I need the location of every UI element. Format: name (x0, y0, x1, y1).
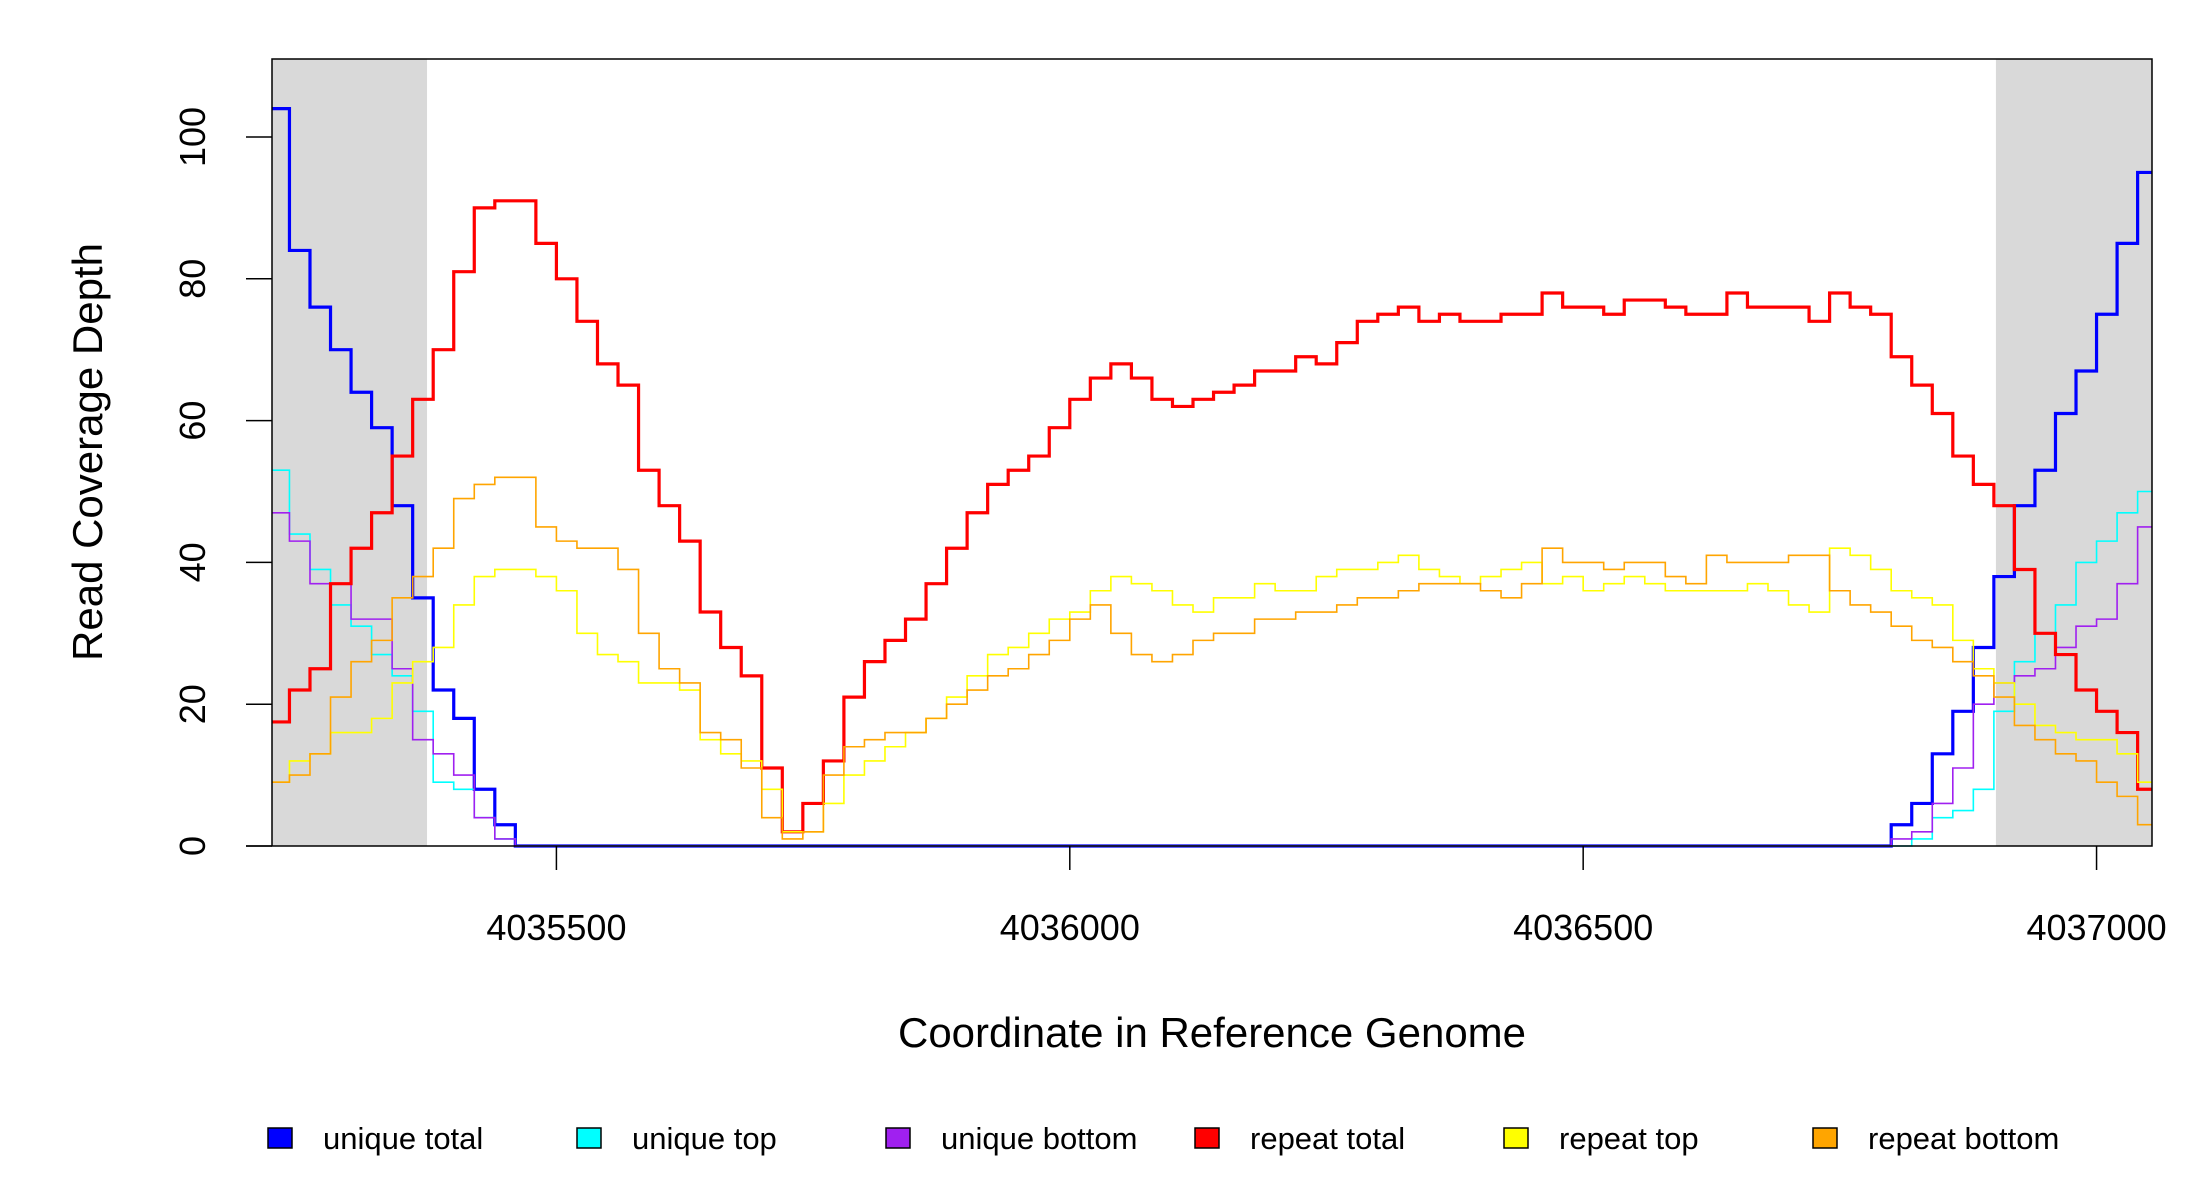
legend-label: unique total (323, 1121, 483, 1156)
legend-swatch (1812, 1127, 1838, 1149)
legend-label: unique bottom (941, 1121, 1137, 1156)
shaded-regions (272, 59, 2152, 846)
legend-label: unique top (632, 1121, 777, 1156)
x-axis: 4035500 4036000 4036500 4037000 (486, 846, 2167, 948)
series-line-repeat-top (272, 547, 2152, 833)
legend: unique total unique top unique bottom repea… (267, 1121, 2059, 1156)
x-axis-title: Coordinate in Reference Genome (898, 1009, 1526, 1056)
y-axis: 0 20 40 60 80 100 (172, 107, 272, 856)
x-tick-label: 4035500 (486, 907, 626, 948)
legend-item-unique-total: unique total (267, 1121, 483, 1156)
legend-swatch (576, 1127, 602, 1149)
y-tick-label: 100 (172, 107, 213, 167)
legend-item-unique-bottom: unique bottom (885, 1121, 1137, 1156)
y-tick-label: 60 (172, 401, 213, 441)
series-line-repeat-total (272, 199, 2152, 834)
series-line-unique-total (272, 107, 2152, 848)
legend-swatch (267, 1127, 293, 1149)
x-tick-label: 4036000 (1000, 907, 1140, 948)
shaded-region-1 (1995, 59, 2152, 846)
y-tick-label: 40 (172, 542, 213, 582)
legend-item-unique-top: unique top (576, 1121, 777, 1156)
shaded-region-0 (272, 59, 428, 846)
legend-item-repeat-top: repeat top (1503, 1121, 1699, 1156)
x-tick-label: 4036500 (1513, 907, 1653, 948)
legend-label: repeat top (1559, 1121, 1699, 1156)
y-tick-label: 80 (172, 259, 213, 299)
y-axis-title: Read Coverage Depth (64, 243, 111, 661)
legend-swatch (1194, 1127, 1220, 1149)
plot-frame (271, 58, 2153, 847)
legend-item-repeat-bottom: repeat bottom (1812, 1121, 2059, 1156)
legend-label: repeat total (1250, 1121, 1405, 1156)
legend-swatch (885, 1127, 911, 1149)
legend-item-repeat-total: repeat total (1194, 1121, 1405, 1156)
y-tick-label: 0 (172, 836, 213, 856)
y-tick-label: 20 (172, 684, 213, 724)
x-tick-label: 4037000 (2026, 907, 2166, 948)
series-lines (272, 107, 2152, 848)
legend-label: repeat bottom (1868, 1121, 2059, 1156)
legend-swatch (1503, 1127, 1529, 1149)
series-line-repeat-bottom (272, 476, 2152, 840)
